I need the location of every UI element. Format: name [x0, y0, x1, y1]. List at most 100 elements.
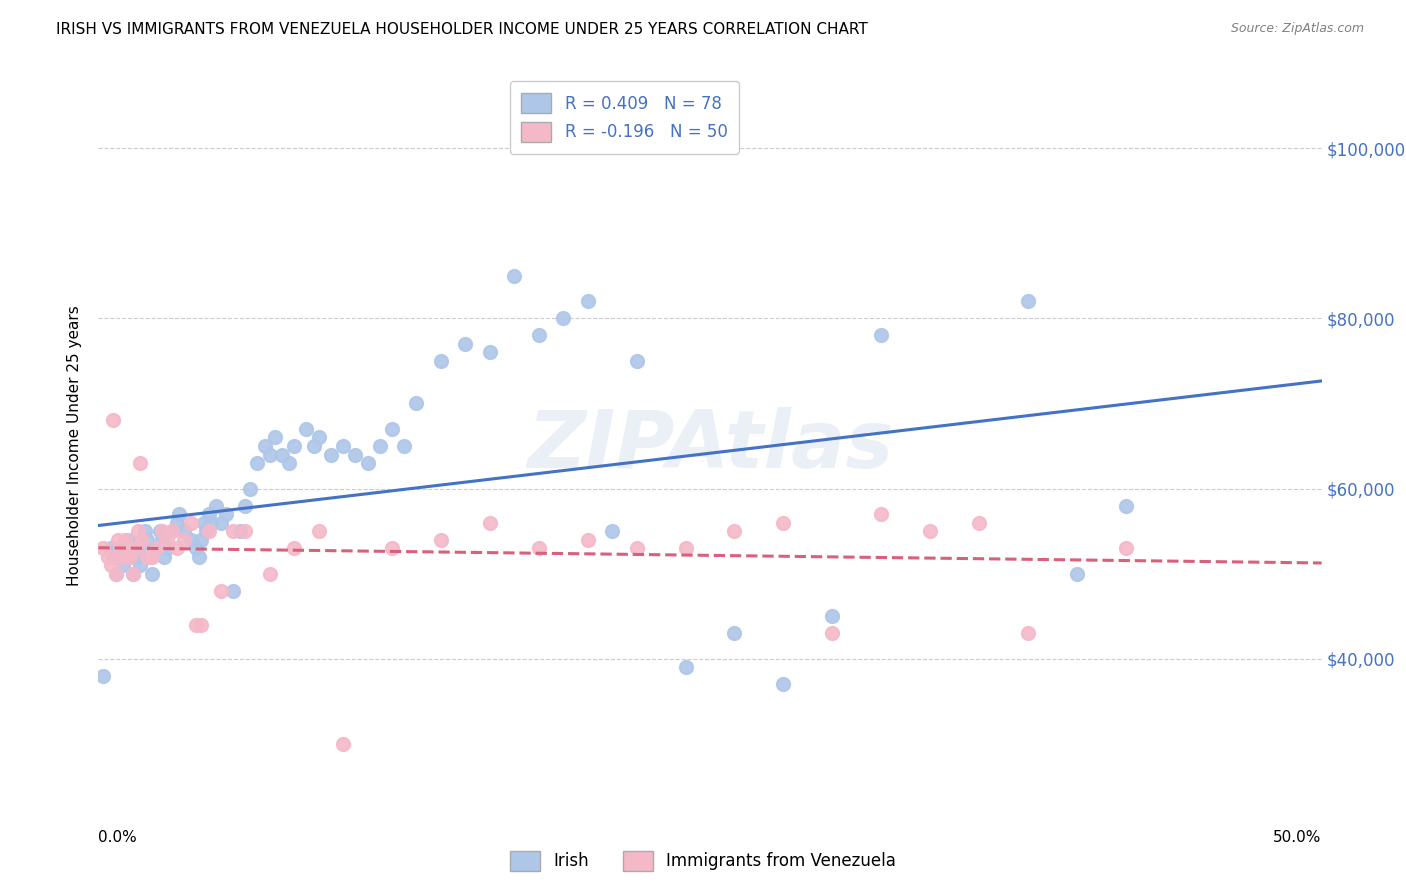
Point	[478, 345, 501, 359]
Point	[136, 549, 159, 564]
Point	[503, 268, 526, 283]
Point	[209, 516, 232, 530]
Point	[91, 668, 114, 682]
Point	[308, 430, 330, 444]
Point	[91, 541, 114, 555]
Point	[107, 541, 129, 555]
Point	[197, 507, 219, 521]
Point	[111, 558, 134, 572]
Point	[180, 516, 202, 530]
Point	[166, 541, 188, 555]
Point	[302, 439, 325, 453]
Point	[141, 549, 163, 564]
Point	[381, 541, 404, 555]
Point	[222, 524, 245, 538]
Point	[270, 448, 294, 462]
Point	[430, 354, 453, 368]
Point	[723, 524, 745, 538]
Point	[1017, 626, 1039, 640]
Text: 0.0%: 0.0%	[98, 830, 138, 845]
Point	[253, 439, 276, 453]
Point	[173, 533, 195, 547]
Point	[139, 549, 162, 564]
Text: 50.0%: 50.0%	[1274, 830, 1322, 845]
Point	[1115, 499, 1137, 513]
Point	[723, 626, 745, 640]
Point	[160, 524, 183, 538]
Point	[129, 558, 152, 572]
Point	[186, 541, 208, 555]
Point	[332, 737, 354, 751]
Point	[150, 524, 173, 538]
Point	[626, 541, 648, 555]
Point	[173, 524, 195, 538]
Point	[626, 354, 648, 368]
Point	[146, 541, 169, 555]
Point	[127, 524, 149, 538]
Point	[478, 516, 501, 530]
Point	[1066, 566, 1088, 581]
Point	[1017, 294, 1039, 309]
Legend: Irish, Immigrants from Venezuela: Irish, Immigrants from Venezuela	[502, 842, 904, 880]
Point	[209, 583, 232, 598]
Point	[205, 499, 228, 513]
Point	[193, 516, 215, 530]
Point	[870, 507, 893, 521]
Point	[107, 533, 129, 547]
Point	[100, 558, 122, 572]
Point	[114, 533, 136, 547]
Point	[772, 677, 794, 691]
Point	[190, 617, 212, 632]
Point	[111, 549, 134, 564]
Point	[870, 328, 893, 343]
Point	[308, 524, 330, 538]
Point	[233, 524, 256, 538]
Point	[263, 430, 285, 444]
Point	[124, 541, 146, 555]
Point	[430, 533, 453, 547]
Point	[295, 422, 318, 436]
Legend: R = 0.409   N = 78, R = -0.196   N = 50: R = 0.409 N = 78, R = -0.196 N = 50	[509, 81, 740, 153]
Point	[136, 533, 159, 547]
Point	[97, 549, 120, 564]
Point	[131, 541, 153, 555]
Point	[153, 549, 176, 564]
Point	[166, 516, 188, 530]
Point	[195, 524, 218, 538]
Point	[149, 524, 172, 538]
Point	[967, 516, 990, 530]
Text: IRISH VS IMMIGRANTS FROM VENEZUELA HOUSEHOLDER INCOME UNDER 25 YEARS CORRELATION: IRISH VS IMMIGRANTS FROM VENEZUELA HOUSE…	[56, 22, 868, 37]
Point	[121, 566, 143, 581]
Point	[101, 413, 124, 427]
Point	[576, 294, 599, 309]
Point	[167, 507, 190, 521]
Point	[259, 448, 281, 462]
Point	[553, 311, 575, 326]
Point	[405, 396, 427, 410]
Point	[920, 524, 942, 538]
Point	[527, 328, 550, 343]
Point	[180, 533, 202, 547]
Point	[120, 549, 142, 564]
Point	[222, 583, 245, 598]
Point	[134, 524, 156, 538]
Point	[100, 541, 122, 555]
Point	[117, 541, 139, 555]
Point	[454, 337, 477, 351]
Point	[150, 533, 173, 547]
Point	[190, 533, 212, 547]
Point	[576, 533, 599, 547]
Point	[141, 566, 163, 581]
Point	[127, 549, 149, 564]
Point	[186, 617, 208, 632]
Point	[332, 439, 354, 453]
Point	[283, 439, 305, 453]
Point	[101, 549, 124, 564]
Point	[246, 456, 269, 470]
Point	[381, 422, 404, 436]
Point	[821, 626, 844, 640]
Point	[110, 549, 132, 564]
Point	[278, 456, 301, 470]
Point	[675, 541, 697, 555]
Point	[160, 524, 183, 538]
